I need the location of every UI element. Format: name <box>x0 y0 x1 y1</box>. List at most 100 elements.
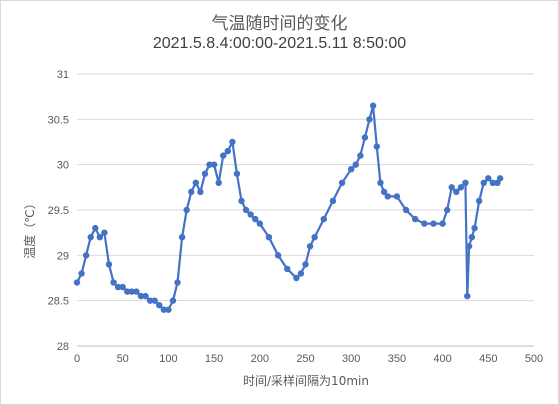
data-point <box>293 274 300 282</box>
data-point <box>174 279 181 286</box>
y-axis-label: 温度（℃） <box>22 197 37 258</box>
data-point <box>133 288 140 295</box>
data-point <box>252 215 259 223</box>
x-tick-label: 0 <box>74 353 80 365</box>
data-point <box>475 197 483 205</box>
data-point <box>320 215 327 223</box>
y-tick-label: 28.5 <box>48 296 69 308</box>
data-point <box>206 161 213 168</box>
data-point <box>82 252 90 259</box>
data-point <box>274 252 282 259</box>
data-point <box>169 297 177 304</box>
data-point <box>448 184 455 191</box>
data-point <box>124 288 131 295</box>
data-point <box>220 152 227 159</box>
data-point <box>105 261 113 268</box>
data-point <box>78 270 85 277</box>
data-point <box>188 188 195 196</box>
data-point <box>160 306 168 313</box>
data-point <box>114 283 122 291</box>
series-line <box>76 105 502 311</box>
x-tick-label: 50 <box>117 353 129 365</box>
data-point <box>192 179 200 186</box>
data-point <box>485 175 492 182</box>
data-point <box>421 220 428 227</box>
data-point <box>256 220 263 227</box>
data-point <box>101 229 108 236</box>
data-point <box>380 188 388 196</box>
data-point <box>496 175 504 182</box>
data-point <box>464 292 471 300</box>
data-point <box>73 279 81 286</box>
data-point <box>366 116 373 123</box>
data-point <box>471 224 478 232</box>
data-point <box>224 147 232 155</box>
y-tick-label: 29 <box>57 250 69 262</box>
x-tick-label: 250 <box>296 353 314 365</box>
data-point <box>284 265 291 273</box>
data-point <box>357 152 364 159</box>
data-point <box>197 188 204 196</box>
data-point <box>247 211 254 218</box>
y-tick-label: 31 <box>57 69 69 81</box>
data-point <box>238 197 245 205</box>
x-tick-labels: 0 50 100 150 200 250 300 350 400 450 500 <box>74 353 543 365</box>
data-point <box>489 179 497 186</box>
data-point <box>165 306 172 313</box>
data-point <box>443 206 451 214</box>
data-point <box>92 224 99 232</box>
y-tick-label: 28 <box>57 341 69 353</box>
data-point <box>430 220 437 227</box>
data-point <box>142 292 149 300</box>
data-point <box>87 234 94 241</box>
x-tick-label: 500 <box>525 353 543 365</box>
x-tick-label: 350 <box>388 353 406 365</box>
data-point <box>439 220 446 227</box>
data-point <box>457 184 465 191</box>
chart-subtitle: 2021.5.8.4:00:00-2021.5.11 8:50:00 <box>152 35 407 52</box>
data-point <box>402 206 410 214</box>
x-tick-label: 200 <box>251 353 269 365</box>
y-tick-labels: 28 28.5 29 29.5 30 30.5 31 <box>48 69 69 353</box>
data-point <box>302 261 309 268</box>
data-point <box>377 179 384 186</box>
x-tick-label: 100 <box>159 353 177 365</box>
data-point <box>361 134 369 141</box>
data-point <box>352 161 359 168</box>
data-point <box>453 188 460 196</box>
data-point <box>311 234 318 241</box>
data-point <box>373 143 380 150</box>
data-point <box>462 179 469 186</box>
data-point <box>128 288 136 295</box>
data-point <box>369 102 377 109</box>
data-point <box>229 138 236 146</box>
data-point <box>384 193 391 200</box>
data-point <box>242 206 250 214</box>
data-point <box>297 270 305 277</box>
data-point <box>156 302 163 309</box>
data-point <box>178 234 186 241</box>
data-point <box>306 243 314 250</box>
data-point <box>265 234 273 241</box>
data-point <box>96 234 104 241</box>
data-point <box>183 206 190 214</box>
data-point <box>110 279 117 286</box>
data-point <box>393 193 401 200</box>
x-axis-label: 时间/采样间隔为10min <box>243 373 369 388</box>
data-point <box>338 179 346 186</box>
data-point <box>210 161 218 168</box>
y-tick-label: 30.5 <box>48 114 69 126</box>
data-point <box>480 179 487 186</box>
x-tick-label: 450 <box>479 353 497 365</box>
data-point <box>329 197 337 205</box>
data-point <box>119 283 126 291</box>
series-markers <box>73 102 504 313</box>
x-tick-label: 400 <box>433 353 451 365</box>
y-tick-label: 29.5 <box>48 205 69 217</box>
data-point <box>151 297 158 304</box>
x-tick-label: 300 <box>342 353 360 365</box>
y-tick-label: 30 <box>57 160 69 172</box>
data-point <box>411 215 419 223</box>
